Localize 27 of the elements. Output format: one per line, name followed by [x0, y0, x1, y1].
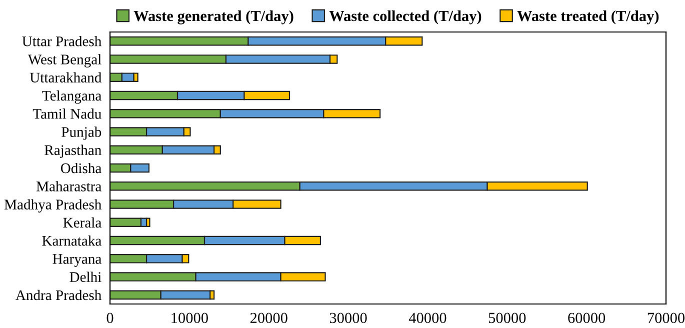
- y-tick-label: Karnataka: [42, 235, 102, 246]
- y-tick-label: Uttar Pradesh: [22, 36, 102, 46]
- y-tick-label: Odisha: [60, 162, 102, 174]
- legend-label: Waste treated (T/day): [517, 10, 659, 24]
- y-tick-label: Kerala: [63, 217, 102, 228]
- legend-label: Waste collected (T/day): [329, 10, 482, 24]
- x-tick-label: 20000: [250, 312, 288, 324]
- y-tick-label: West Bengal: [28, 54, 102, 68]
- x-tick-label: 50000: [488, 312, 526, 324]
- x-tick-label: 0: [106, 312, 114, 324]
- x-tick-label: 70000: [648, 312, 685, 324]
- y-tick-label: Andra Pradesh: [16, 290, 102, 300]
- y-tick-label: Telangana: [42, 90, 102, 104]
- y-tick-label: Haryana: [52, 254, 102, 267]
- y-tick-label: Tamil Nadu: [32, 108, 102, 119]
- x-tick-label: 10000: [172, 312, 208, 324]
- legend-label: Waste generated (T/day): [134, 10, 294, 24]
- bar: [110, 218, 142, 228]
- x-tick-label: 40000: [408, 312, 446, 324]
- y-tick-label: Madhya Pradesh: [4, 199, 102, 212]
- y-tick-label: Uttarakhand: [30, 72, 102, 83]
- y-tick-label: Maharastra: [36, 181, 102, 192]
- y-tick-label: Delhi: [70, 272, 102, 282]
- x-tick-label: 30000: [330, 312, 367, 324]
- y-tick-label: Punjab: [62, 126, 102, 140]
- y-tick-label: Rajasthan: [44, 144, 102, 158]
- x-tick-label: 60000: [568, 312, 606, 324]
